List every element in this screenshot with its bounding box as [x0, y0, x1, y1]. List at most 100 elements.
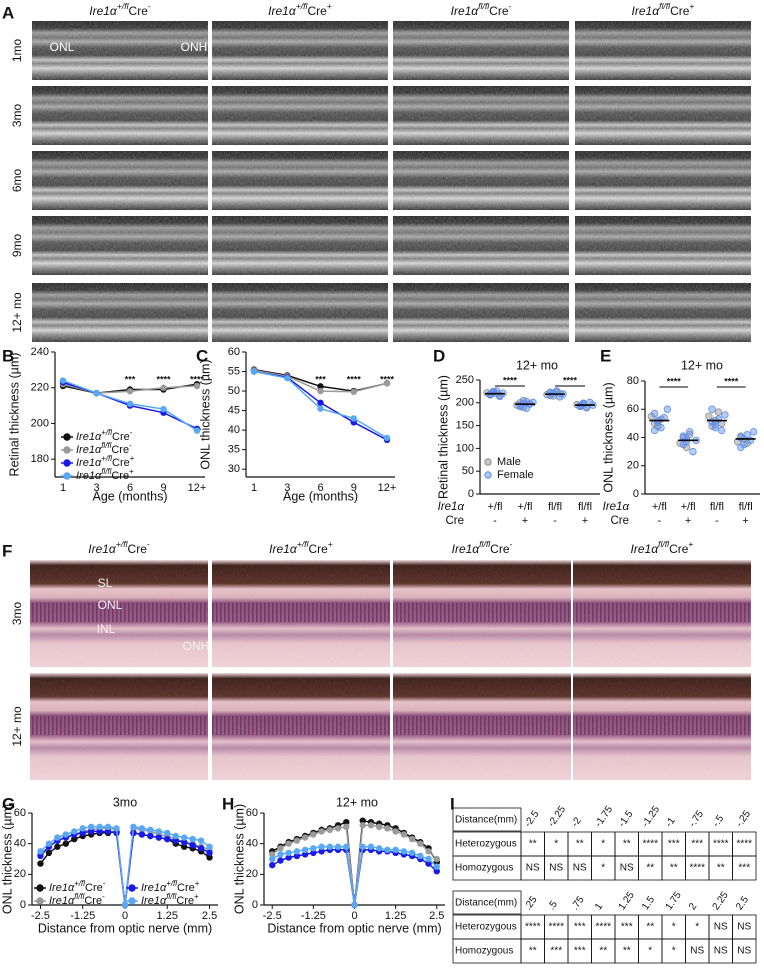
- data-point: [317, 387, 324, 395]
- y-axis-label: Retinal thickness (µm): [436, 375, 450, 499]
- row-label: Cre: [610, 515, 629, 527]
- image-texture: [32, 151, 208, 210]
- data-point: [193, 382, 201, 390]
- data-point: [650, 426, 659, 435]
- data-point: [650, 409, 659, 418]
- data-point: [130, 823, 137, 830]
- panel-letter: H: [222, 794, 234, 813]
- row-label: 3mo: [10, 602, 24, 626]
- column-label: -1.75: [593, 804, 615, 829]
- data-point: [180, 834, 188, 841]
- data-point: [326, 826, 334, 834]
- table-value: **: [529, 839, 537, 850]
- table-value: ****: [713, 839, 729, 850]
- row-label: 3mo: [10, 104, 24, 128]
- table-value: *: [672, 922, 676, 933]
- image-texture: [32, 21, 208, 80]
- significance-label: ***: [125, 374, 136, 384]
- table-value: NS: [714, 922, 728, 933]
- row-label: 1mo: [10, 39, 24, 63]
- image-label: ONH: [181, 40, 208, 54]
- data-point: [301, 851, 309, 858]
- data-point: [104, 828, 112, 835]
- column-label: .25: [523, 894, 540, 912]
- x-tick-label: fl/fl: [578, 501, 592, 513]
- data-point: [301, 846, 309, 853]
- x-tick-label: -2.5: [263, 910, 282, 922]
- row-label: Cre: [445, 515, 464, 527]
- x-tick-label: 9: [351, 482, 357, 494]
- column-header: Ire1α+/flCre-: [89, 1, 151, 18]
- table-value: **: [717, 863, 725, 874]
- x-tick-label: -: [553, 515, 557, 527]
- data-point: [62, 831, 70, 838]
- legend-marker: [63, 459, 71, 467]
- table-value: *: [672, 946, 676, 957]
- image-label: INL: [97, 622, 116, 636]
- data-point: [749, 428, 758, 436]
- y-axis-label: ONL thickness (µm): [232, 804, 246, 914]
- y-tick-label: 80: [627, 375, 639, 387]
- data-point: [285, 849, 292, 857]
- data-point: [189, 842, 196, 849]
- y-tick-label: 60: [14, 807, 26, 819]
- legend-marker: [484, 458, 492, 466]
- data-point: [79, 829, 86, 837]
- data-point: [400, 831, 408, 838]
- column-label: -.25: [734, 808, 753, 829]
- table-value: **: [623, 839, 631, 850]
- row-label: Heterozygous: [455, 922, 517, 933]
- y-tick-label: 150: [456, 420, 474, 432]
- significance-label: ****: [724, 376, 739, 386]
- y-tick-label: 60: [627, 403, 639, 415]
- data-point: [147, 832, 154, 840]
- legend-label: Ire1αfl/flCre+: [76, 467, 134, 482]
- data-point: [417, 840, 424, 847]
- y-tick-label: 55: [228, 365, 240, 377]
- data-point: [425, 848, 432, 855]
- row-label: Homozygous: [455, 863, 513, 874]
- table-value: **: [646, 863, 654, 874]
- y-tick-label: 35: [228, 444, 240, 456]
- row-label: Ire1α: [603, 501, 630, 513]
- column-header: Ire1αfl/flCre+: [632, 1, 695, 18]
- table-header: Distance(mm): [455, 898, 517, 909]
- x-tick-label: fl/fl: [710, 501, 724, 513]
- data-point: [37, 860, 44, 867]
- data-point: [375, 845, 383, 852]
- data-point: [113, 825, 120, 832]
- data-point: [96, 828, 103, 835]
- data-point: [317, 399, 324, 406]
- data-point: [250, 368, 258, 375]
- legend-marker: [63, 433, 71, 441]
- data-point: [45, 840, 53, 847]
- table-value: ***: [738, 863, 750, 874]
- y-tick-label: 0: [20, 899, 26, 911]
- x-tick-label: +: [742, 515, 748, 527]
- data-point: [334, 825, 342, 832]
- data-point: [269, 851, 276, 858]
- table-value: ****: [736, 839, 752, 850]
- table-value: **: [576, 839, 584, 850]
- data-point: [285, 854, 292, 861]
- legend-label: Ire1αfl/flCre-: [49, 892, 105, 907]
- chart-title: 12+ mo: [516, 358, 558, 372]
- table-value: **: [529, 946, 537, 957]
- data-point: [425, 860, 432, 867]
- column-label: -.5: [711, 813, 727, 829]
- data-point: [552, 387, 561, 395]
- legend-marker: [128, 884, 136, 892]
- data-point: [310, 845, 317, 852]
- y-tick-label: 50: [462, 465, 474, 477]
- table-value: *: [554, 839, 558, 850]
- data-point: [383, 434, 391, 442]
- data-point: [351, 901, 358, 909]
- data-point: [359, 817, 366, 824]
- y-tick-label: 60: [246, 807, 258, 819]
- panel-letter: I: [450, 794, 455, 813]
- row-label: Ire1α: [438, 501, 465, 513]
- x-tick-label: +: [685, 515, 691, 527]
- data-point: [126, 400, 134, 407]
- data-point: [62, 840, 70, 847]
